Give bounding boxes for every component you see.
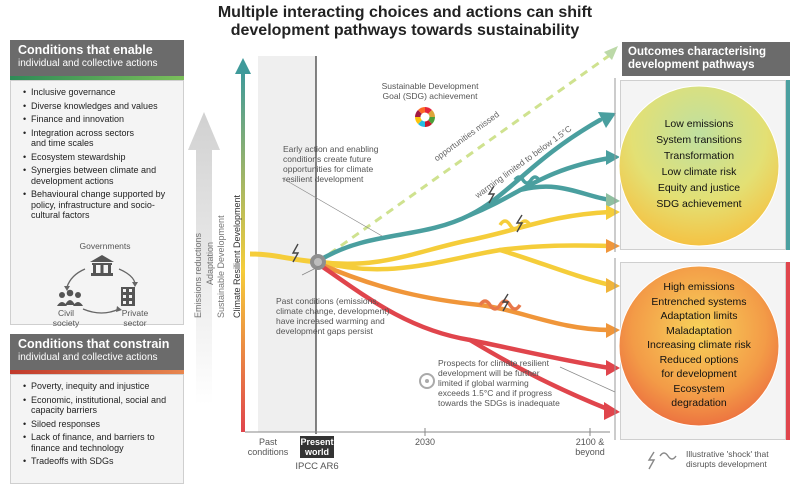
positive-outcomes-bar: [786, 80, 790, 250]
prospects-annotation: Prospects for climate resilient developm…: [438, 358, 560, 408]
past-conditions-annotation: Past conditions (emissions, climate chan…: [276, 296, 390, 336]
enable-item: Inclusive governance: [23, 87, 177, 98]
upward-arrows-icon: [188, 112, 220, 405]
cycle-arrows-icon: [66, 268, 136, 314]
past-conditions-band: [258, 56, 316, 432]
positive-outcome: System transitions: [656, 134, 742, 146]
diagram-title: Multiple interacting choices and actions…: [217, 4, 593, 39]
enable-item: Finance and innovation: [23, 114, 177, 125]
constrain-item: Siloed responses: [23, 419, 177, 430]
enable-item: Behavioural change supported by policy, …: [23, 189, 171, 221]
government-building-icon: [90, 255, 114, 276]
negative-outcomes-bar: [786, 262, 790, 440]
enable-panel: Inclusive governance Diverse knowledges …: [10, 80, 184, 328]
negative-outcome: Maladaptation: [666, 324, 732, 337]
positive-outcome: SDG achievement: [656, 198, 742, 210]
civil-society-icon: [57, 289, 83, 306]
constrain-color-bar: [10, 370, 184, 374]
constrain-item: Lack of finance, and barriers to finance…: [23, 432, 171, 453]
shock-squiggle: [498, 219, 532, 231]
shock-squiggle: [513, 175, 541, 185]
actors-diagram: [57, 255, 138, 314]
positive-outcome: Low climate risk: [661, 166, 737, 178]
negative-outcome: Increasing climate risk: [647, 339, 751, 351]
positive-outcomes-circle: [618, 85, 780, 247]
red-pathways: [317, 262, 613, 413]
constrain-list: Poverty, inequity and injustice Economic…: [11, 375, 183, 467]
early-action-annotation: Early action and enabling conditions cre…: [283, 144, 379, 184]
legend-shock-icon: [647, 451, 677, 470]
timer-icon: [419, 373, 435, 389]
outcomes-header: Outcomes characterising development path…: [622, 42, 790, 76]
axis-ipcc-label: IPCC AR6: [295, 461, 339, 472]
enable-item: Integration across sectors and time scal…: [23, 128, 149, 149]
crd-axis-label: Climate Resilient Development: [232, 194, 242, 318]
shock-squiggle: [478, 299, 522, 311]
axis-present-label: Present world: [300, 436, 334, 458]
sdg-annotation: Sustainable Development Goal (SDG) achie…: [381, 81, 479, 101]
negative-outcome: Adaptation limits: [660, 310, 738, 322]
actor-governments-label: Governments: [79, 241, 131, 251]
enable-item: Diverse knowledges and values: [23, 101, 177, 112]
orange-pathways: [317, 261, 613, 333]
lightning-shock-icon: [291, 185, 524, 312]
yellow-pathways: [317, 209, 613, 288]
negative-outcomes-circle: [618, 265, 780, 427]
sdg-wheel-icon: [415, 107, 435, 127]
enable-item: Ecosystem stewardship: [23, 152, 177, 163]
negative-outcome: High emissions: [663, 281, 735, 293]
constrain-panel: Poverty, inequity and injustice Economic…: [10, 374, 184, 484]
constrain-heading: Conditions that constrain: [18, 337, 170, 351]
constrain-item: Poverty, inequity and injustice: [23, 381, 177, 392]
negative-outcome: Entrenched systems: [651, 295, 747, 308]
actor-civil-society-label: Civil society: [52, 308, 80, 328]
enable-panel-header: Conditions that enable individual and co…: [10, 40, 184, 76]
resilience-axis-bar: [241, 72, 245, 432]
negative-outcome: Ecosystem degradation: [671, 382, 727, 410]
constrain-item: Economic, institutional, social and capa…: [23, 395, 171, 416]
axis-2030-label: 2030: [414, 437, 436, 447]
axis-past-label: Past conditions: [247, 437, 289, 457]
legend-shock-label: Illustrative 'shock' that disrupts devel…: [686, 449, 769, 469]
negative-outcome: Reduced options for development: [659, 353, 739, 381]
emissions-axis-label: Emissions reductions: [193, 232, 203, 318]
adaptation-axis-label: Adaptation: [205, 241, 215, 285]
actor-private-sector-label: Private sector: [121, 308, 149, 328]
private-sector-icon: [121, 287, 135, 306]
enable-color-bar: [10, 76, 184, 80]
negative-outcomes-list: High emissions Entrenched systems Adapta…: [629, 280, 769, 411]
sd-axis-label: Sustainable Development: [216, 215, 226, 318]
enable-list: Inclusive governance Diverse knowledges …: [11, 81, 183, 221]
enable-subheading: individual and collective actions: [18, 58, 158, 69]
teal-pathways: [317, 117, 613, 263]
enable-heading: Conditions that enable: [18, 43, 153, 57]
positive-outcomes-list: Low emissions System transitions Transfo…: [629, 116, 769, 212]
positive-outcome: Transformation: [663, 150, 735, 162]
positive-outcome: Equity and justice: [657, 182, 741, 194]
constrain-item: Tradeoffs with SDGs: [23, 456, 177, 467]
enable-item: Synergies between climate and developmen…: [23, 165, 171, 186]
positive-outcome: Low emissions: [664, 118, 734, 130]
resilience-axis-arrowhead: [235, 58, 251, 74]
constrain-subheading: individual and collective actions: [18, 352, 158, 363]
constrain-panel-header: Conditions that constrain individual and…: [10, 334, 184, 370]
axis-2100-label: 2100 & beyond: [575, 437, 605, 457]
